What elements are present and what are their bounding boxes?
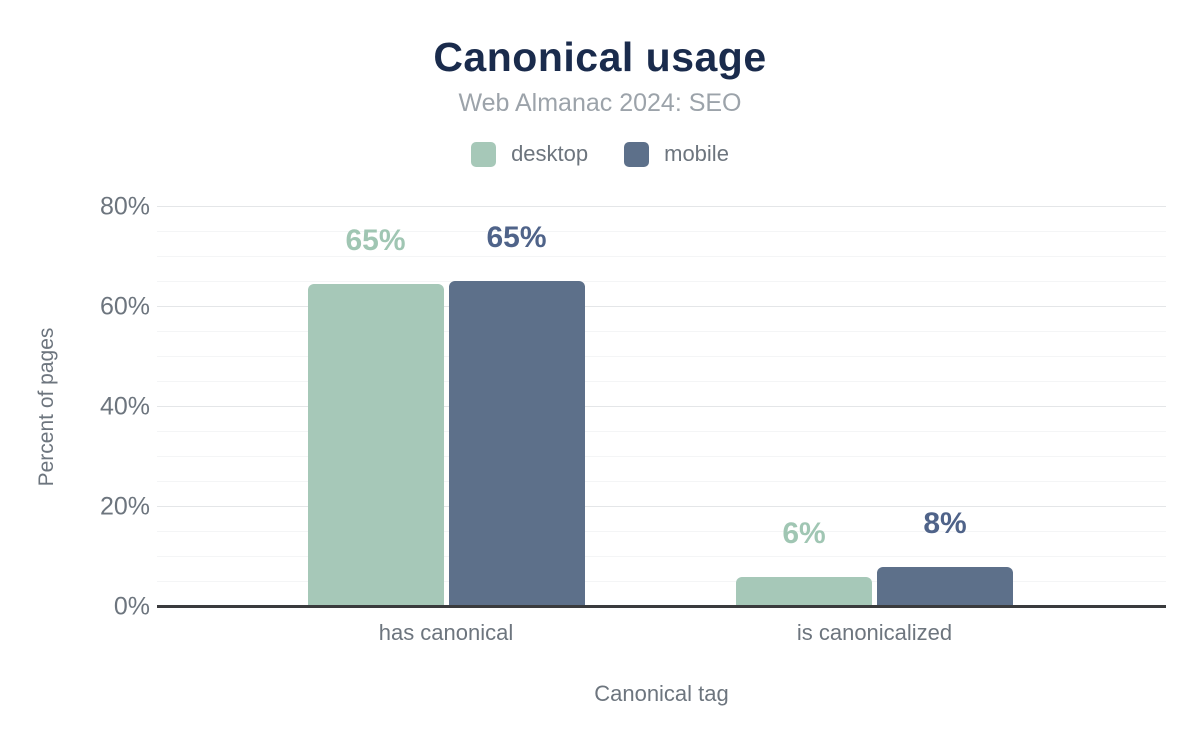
minor-gridline	[157, 456, 1166, 457]
bar-mobile-is-canonicalized	[877, 567, 1013, 607]
y-tick-label-0: 0%	[113, 592, 150, 621]
bar-value-label-mobile-has-canonical: 65%	[486, 220, 547, 254]
x-axis-title: Canonical tag	[594, 681, 729, 706]
bar-desktop-is-canonicalized	[736, 577, 872, 607]
legend-label: desktop	[511, 141, 589, 166]
y-tick-label-40: 40%	[99, 392, 150, 421]
bar-desktop-has-canonical	[307, 283, 444, 607]
legend-label: mobile	[664, 141, 729, 166]
minor-gridline	[157, 531, 1166, 532]
chart-title: Canonical usage	[433, 34, 767, 80]
y-tick-label-60: 60%	[99, 292, 150, 321]
major-gridline	[157, 306, 1166, 307]
legend-item-desktop: desktop	[471, 141, 588, 167]
major-gridline	[157, 206, 1166, 207]
minor-gridline	[157, 331, 1166, 332]
legend: desktop mobile	[0, 141, 1200, 167]
minor-gridline	[157, 231, 1166, 232]
bar-value-label-desktop-has-canonical: 65%	[345, 223, 406, 257]
minor-gridline	[157, 381, 1166, 382]
bar-value-label-desktop-is-canonicalized: 6%	[782, 517, 826, 550]
minor-gridline	[157, 281, 1166, 282]
minor-gridline	[157, 356, 1166, 357]
y-tick-label-80: 80%	[99, 192, 150, 221]
major-gridline	[157, 406, 1166, 407]
minor-gridline	[157, 431, 1166, 432]
category-label-has-canonical: has canonical	[378, 620, 514, 645]
legend-swatch-desktop	[471, 141, 497, 167]
legend-item-mobile: mobile	[624, 141, 729, 167]
bar-value-label-mobile-is-canonicalized: 8%	[923, 507, 967, 540]
bar-mobile-has-canonical	[448, 280, 585, 607]
x-axis-line	[157, 605, 1166, 608]
y-tick-label-20: 20%	[99, 492, 150, 521]
chart-subtitle: Web Almanac 2024: SEO	[458, 89, 742, 117]
legend-swatch-mobile	[624, 141, 650, 167]
minor-gridline	[157, 581, 1166, 582]
minor-gridline	[157, 556, 1166, 557]
minor-gridline	[157, 481, 1166, 482]
plot-area: 65% 6% 65% 8%	[157, 206, 1166, 608]
category-label-is-canonicalized: is canonicalized	[796, 620, 953, 645]
minor-gridline	[157, 256, 1166, 257]
major-gridline	[157, 506, 1166, 507]
